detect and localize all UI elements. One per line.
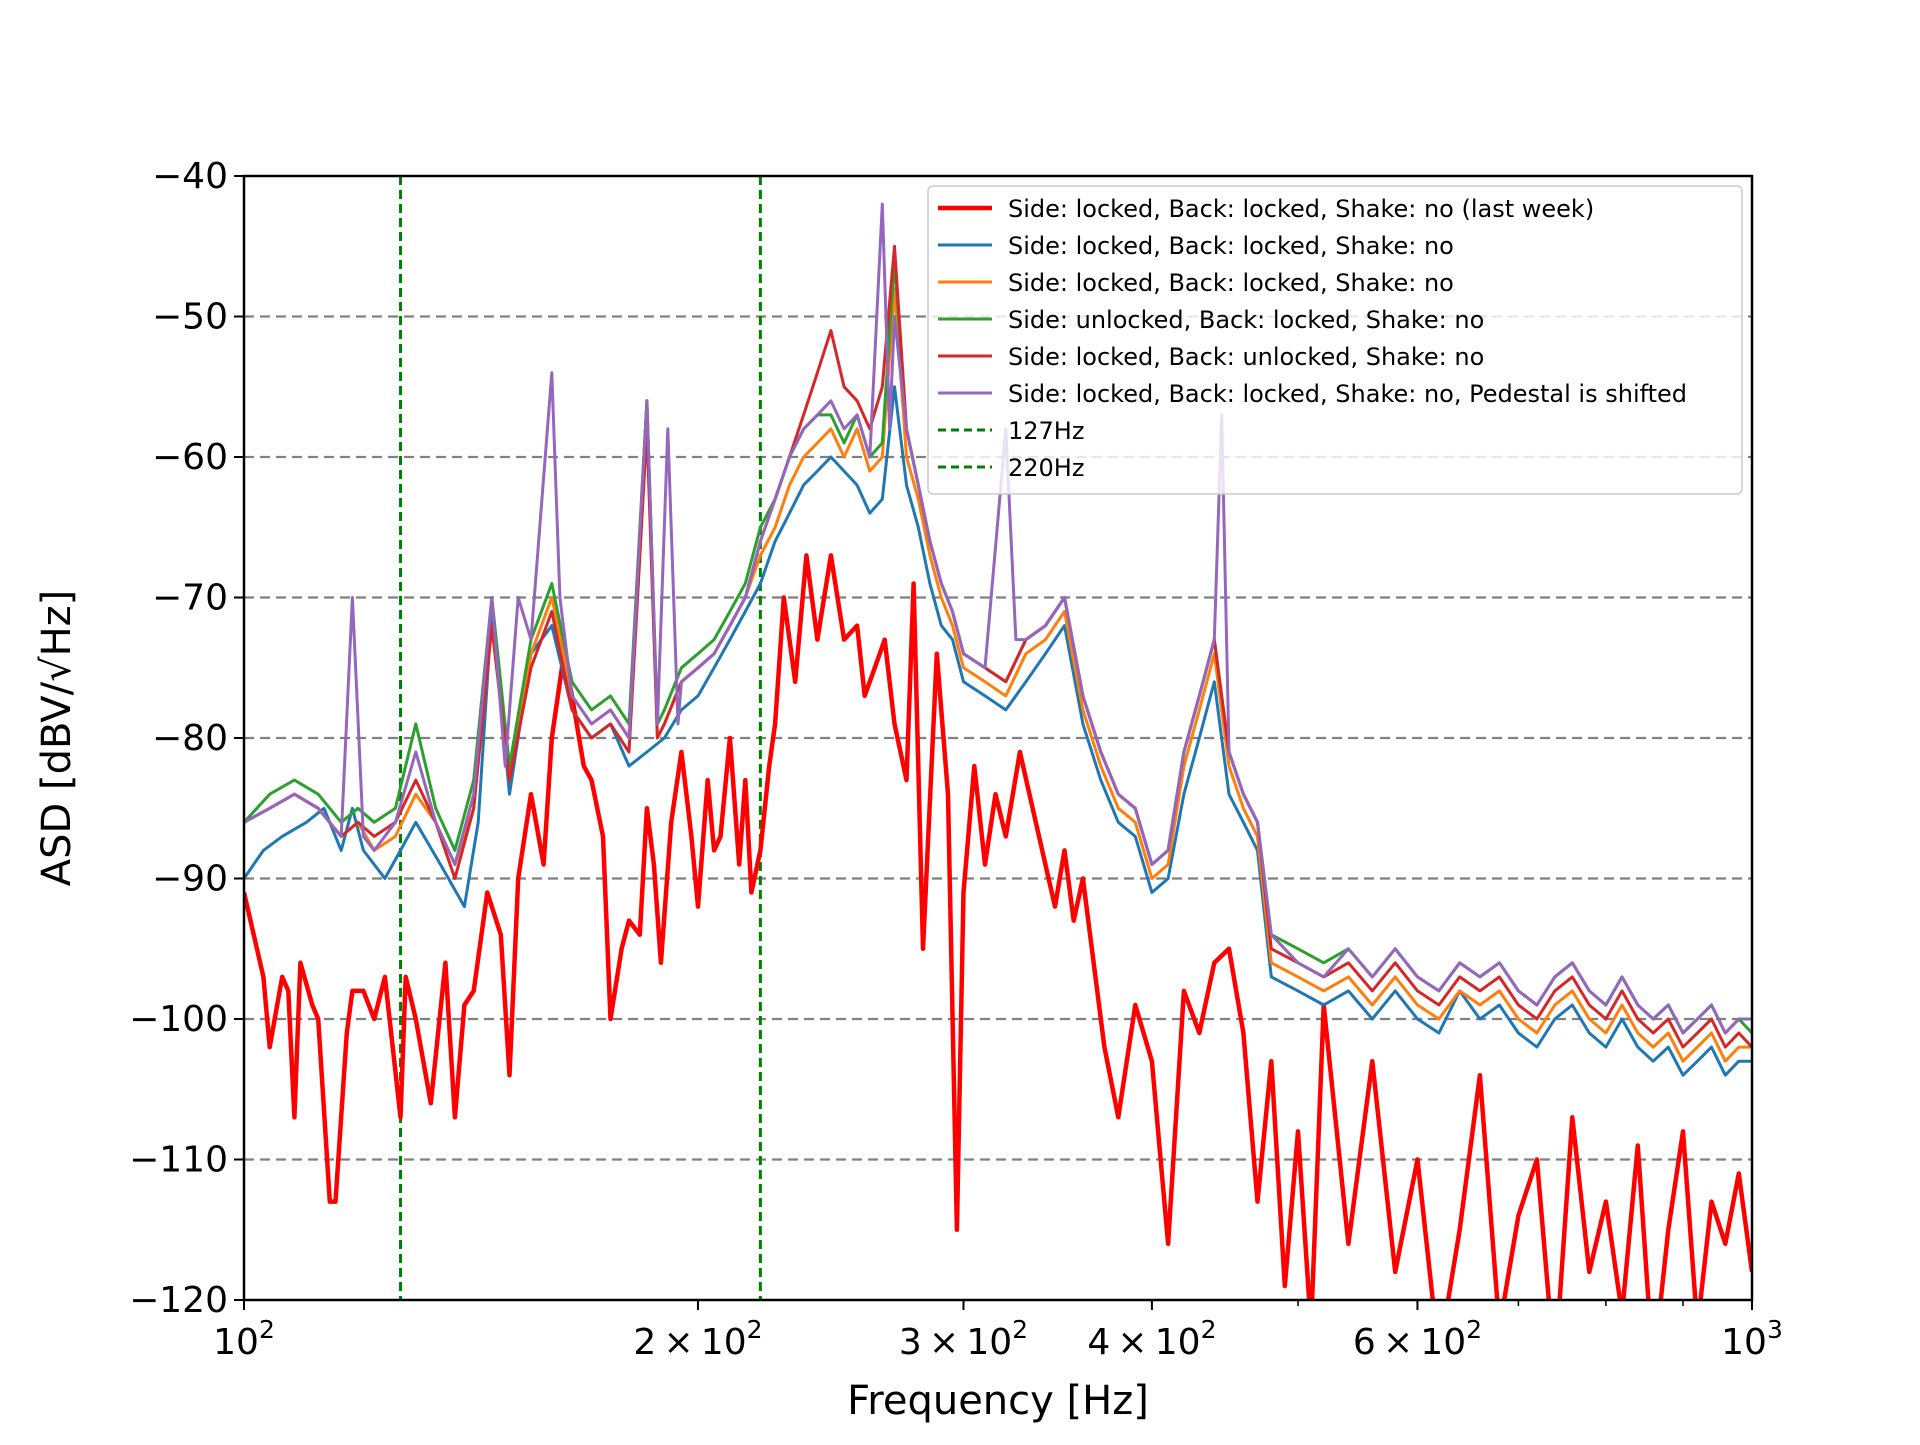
y-tick-label: −90 [152,859,228,900]
series-layer [244,202,1752,1300]
series-line-3 [244,286,1752,1063]
series-line-1 [244,553,1752,1300]
x-tick-label: 102 [213,1315,275,1363]
series-line-6 [244,202,1752,1035]
vline-layer [399,176,762,1300]
x-tick-label: 103 [1721,1315,1783,1363]
legend-label: Side: locked, Back: locked, Shake: no [1008,232,1454,260]
y-tick-label: −100 [129,999,228,1040]
y-tick-label: −80 [152,718,228,759]
legend-label: Side: unlocked, Back: locked, Shake: no [1008,306,1484,334]
legend: Side: locked, Back: locked, Shake: no (l… [927,185,1743,495]
y-tick-label: −110 [129,1140,228,1181]
legend-label: Side: locked, Back: unlocked, Shake: no [1008,343,1484,371]
legend-label: Side: locked, Back: locked, Shake: no [1008,269,1454,297]
x-tick-label: 6 × 102 [1353,1315,1482,1363]
y-axis-label: ASD [dBV/√Hz] [34,590,80,886]
y-tick-label: −120 [129,1280,228,1321]
y-tick-label: −40 [152,156,228,197]
y-tick-label: −70 [152,578,228,619]
legend-box [927,185,1743,495]
legend-label: 220Hz [1008,454,1084,482]
x-tick-label: 2 × 102 [633,1315,762,1363]
y-tick-label: −50 [152,297,228,338]
legend-label: 127Hz [1008,417,1084,445]
x-axis-label: Frequency [Hz] [847,1378,1149,1424]
x-tick-label: 4 × 102 [1087,1315,1216,1363]
legend-label: Side: locked, Back: locked, Shake: no (l… [1008,195,1594,223]
x-tick-label: 3 × 102 [899,1315,1028,1363]
legend-label: Side: locked, Back: locked, Shake: no, P… [1008,380,1687,408]
y-tick-label: −60 [152,437,228,478]
